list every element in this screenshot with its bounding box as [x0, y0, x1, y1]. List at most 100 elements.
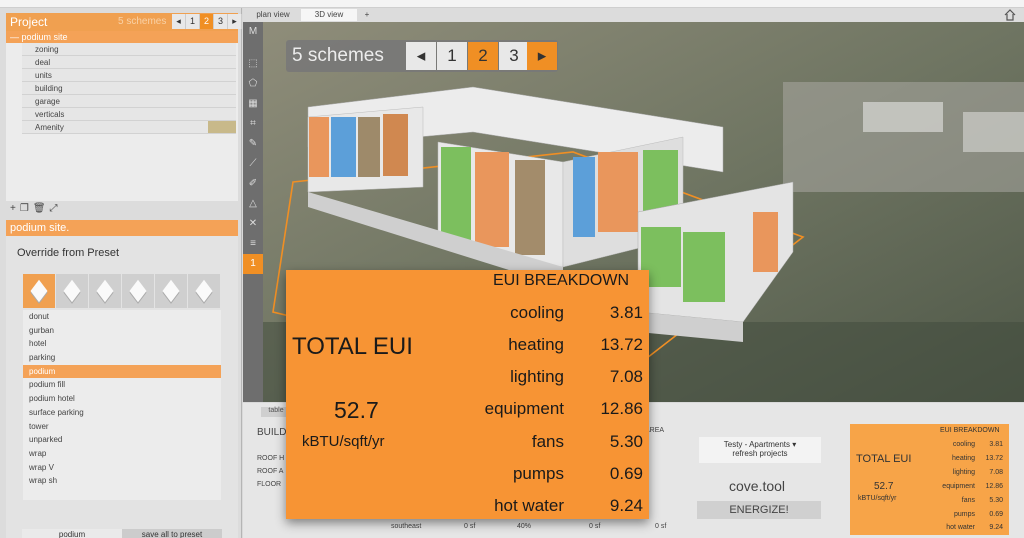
preset-scatter-icon[interactable] [122, 274, 155, 308]
tab-plan-view[interactable]: plan view [256, 10, 290, 19]
tree-root[interactable]: — podium site [6, 31, 238, 43]
scheme-page-3[interactable]: 3 [499, 42, 529, 70]
mini-page-1[interactable]: 1 [186, 14, 200, 29]
override-label: Override from Preset [17, 247, 120, 259]
tree-item-amenity[interactable]: Amenity [22, 121, 236, 134]
preset-item[interactable]: podium hotel [29, 394, 75, 404]
preset-item[interactable]: gurban [29, 325, 54, 335]
tab-3d-view[interactable]: 3D view [301, 9, 357, 21]
breakdown-name: fans [961, 497, 975, 504]
area-column-label: AREA [645, 427, 665, 434]
total-eui-value: 52.7 [874, 481, 894, 492]
ruler-icon[interactable]: ⟋ [249, 158, 257, 169]
save-all-to-preset-button[interactable]: save all to preset [122, 529, 222, 538]
tree-item-units[interactable]: units [22, 69, 236, 82]
tree-item-building[interactable]: building [22, 82, 236, 95]
facade-panel-orange [383, 114, 408, 176]
preset-item[interactable]: donut [29, 312, 50, 321]
amenity-color-swatch[interactable] [208, 121, 236, 133]
preset-item[interactable]: parking [29, 353, 56, 363]
scheme-page-2[interactable]: 2 [468, 42, 498, 70]
mini-prev-button[interactable]: ◂ [172, 14, 186, 29]
tree-item-zoning[interactable]: zoning [22, 43, 236, 56]
preset-block-icon[interactable] [155, 274, 188, 308]
brand-name: cove.tool [729, 478, 786, 494]
mini-page-2[interactable]: 2 [200, 14, 214, 29]
draw-icon[interactable]: ✐ [248, 178, 258, 189]
preset-tower-icon[interactable] [89, 274, 122, 308]
site-panel: Override from Preset donut gurban hotel … [6, 236, 238, 538]
breakdown-name: pumps [512, 464, 564, 483]
close-icon[interactable]: ✕ [248, 218, 258, 229]
podium-base [638, 312, 743, 342]
breakdown-name: fans [531, 432, 564, 451]
facade-panel-tan [515, 160, 545, 255]
preset-item[interactable]: surface parking [29, 407, 84, 417]
breakdown-title: EUI BREAKDOWN [493, 272, 630, 289]
select-icon[interactable]: ⬚ [248, 58, 258, 69]
duplicate-icon[interactable]: ❐ [19, 203, 29, 214]
home-icon[interactable] [1004, 9, 1016, 21]
tree-item-garage[interactable]: garage [22, 95, 236, 108]
refresh-projects-link[interactable]: refresh projects [732, 449, 788, 458]
delete-icon[interactable]: 🗑 [32, 203, 46, 214]
add-tab-button[interactable]: + [364, 10, 370, 19]
grid-icon[interactable]: ▦ [248, 98, 258, 109]
facade-panel-orange [475, 152, 509, 247]
prev-scheme-button[interactable]: ◂ [406, 42, 436, 70]
preset-cluster-icon[interactable] [56, 274, 89, 308]
project-header: Project 5 schemes ◂ 1 2 3 ▸ [6, 13, 242, 31]
level-indicator-icon[interactable]: 1 [243, 254, 263, 274]
preset-item-selected[interactable]: podium [23, 364, 221, 379]
pen-icon[interactable]: ✎ [248, 138, 258, 149]
title-bar [0, 0, 1024, 8]
add-icon[interactable]: + [10, 203, 16, 214]
preset-icon-row [23, 274, 221, 308]
tab-table[interactable]: table [261, 407, 291, 417]
menu-icon[interactable]: M [248, 26, 258, 37]
preset-item[interactable]: unparked [29, 435, 63, 445]
tree-item-deal[interactable]: deal [22, 56, 236, 69]
scheme-page-1[interactable]: 1 [437, 42, 467, 70]
layers-icon[interactable]: ≡ [250, 238, 256, 249]
orientation-label: southeast [391, 523, 422, 530]
mini-page-3[interactable]: 3 [214, 14, 228, 29]
view-toolbar: M ⬚ ⬠ ▦ ⌗ ✎ ⟋ ✐ △ ✕ ≡ 1 [243, 22, 263, 402]
preset-item[interactable]: wrap sh [29, 476, 58, 486]
breakdown-name: cooling [952, 441, 975, 448]
mini-next-button[interactable]: ▸ [228, 14, 242, 29]
tree-tools: + ❐ 🗑 ⤢ [10, 203, 58, 214]
podium-button[interactable]: podium [22, 529, 122, 538]
polygon-icon[interactable]: ⬠ [248, 78, 258, 89]
next-scheme-button[interactable]: ▸ [527, 42, 557, 70]
preset-item[interactable]: podium fill [29, 380, 66, 390]
eui-summary-small: EUI BREAKDOWN TOTAL EUI 52.7 kBTU/sqft/y… [850, 424, 1009, 535]
breakdown-name: heating [952, 455, 975, 462]
eui-unit: kBTU/sqft/yr [302, 433, 385, 450]
triangle-icon[interactable]: △ [249, 198, 257, 209]
energize-button[interactable]: ENERGIZE! [697, 501, 821, 519]
crop-icon[interactable]: ⌗ [250, 118, 256, 129]
facade-panel-blue [573, 157, 595, 237]
breakdown-value: 7.08 [989, 469, 1003, 476]
facade-panel-tan [358, 117, 380, 177]
preset-item[interactable]: hotel [29, 339, 47, 349]
expand-icon[interactable]: ⤢ [49, 203, 58, 214]
project-select[interactable]: Testy - Apartments ▾ refresh projects [699, 437, 821, 463]
preset-item[interactable]: wrap [29, 448, 47, 458]
facade-panel-green [683, 232, 725, 302]
preset-podium-icon[interactable] [23, 274, 56, 308]
preset-item[interactable]: tower [29, 421, 49, 431]
breakdown-value: 9.24 [609, 496, 643, 515]
breakdown-value: 9.24 [989, 524, 1003, 531]
tree-item-amenity-label: Amenity [35, 123, 64, 132]
breakdown-value: 0.69 [609, 464, 643, 483]
preset-slab-icon[interactable] [188, 274, 221, 308]
row-label: ROOF H [257, 455, 285, 462]
tree-item-verticals[interactable]: verticals [22, 108, 236, 121]
preset-item[interactable]: wrap V [29, 462, 54, 472]
total-eui-value: 52.7 [334, 397, 379, 423]
facade-panel-orange [309, 117, 329, 177]
schemes-label: 5 schemes [292, 45, 384, 66]
